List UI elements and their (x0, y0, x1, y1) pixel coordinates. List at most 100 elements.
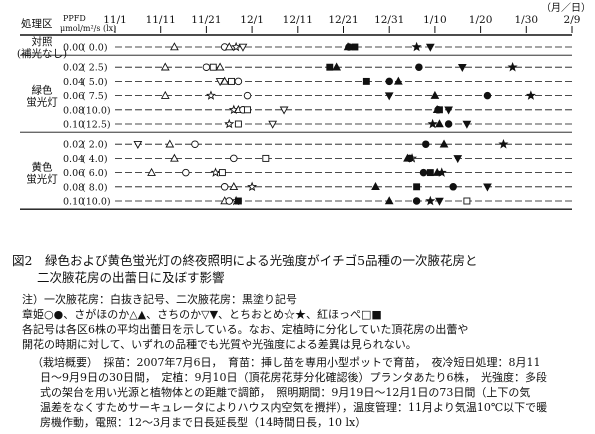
date-tick-label: 1/20 (469, 14, 493, 26)
figure-caption-line1: 図2 緑色および黄色蛍光灯の終夜照明による光強度がイチゴ5品種の一次腋花房と (12, 253, 478, 268)
ppfd-unit: μmol/m²/s (lx) (60, 24, 116, 33)
group-name: 対照 (32, 35, 53, 48)
note-line1: 注）一次腋花房：白抜き記号、二次腋花房：黒塗り記号 (22, 293, 297, 306)
bud-mark (215, 62, 225, 71)
bud-mark (133, 140, 143, 149)
bud-mark (425, 195, 436, 206)
bud-mark (435, 119, 444, 128)
row-lux: ( 2.5) (82, 63, 108, 74)
bud-mark (170, 153, 179, 162)
row-lux: ( 5.0) (82, 77, 108, 88)
date-tick-label: 12/11 (283, 14, 313, 26)
bud-mark (415, 63, 423, 71)
bud-mark (430, 90, 440, 99)
bud-mark (326, 63, 334, 71)
date-tick-label: 2/9 (564, 14, 581, 26)
bud-mark (230, 154, 238, 163)
row-lux: ( 0.0) (82, 43, 108, 54)
bud-mark (224, 118, 235, 129)
outline-line2: 日～9月9日の30日間， 定植：9月10日（頂花房花芽分化確認後）プランタあたり… (40, 371, 547, 384)
date-tick-label: 11/11 (146, 14, 176, 26)
row-lux: ( 6.0) (82, 168, 108, 179)
bud-mark (362, 77, 370, 85)
bud-mark (413, 183, 421, 191)
note-line3: 各記号は各区6株の平均出蕾日を示している。なお、定植時に分化していた頂花房の出蕾… (22, 323, 469, 336)
bud-mark (182, 168, 190, 177)
date-tick-label: 12/31 (374, 14, 404, 26)
bud-mark (425, 43, 435, 52)
row-ppfd: 0.08 (63, 105, 84, 116)
note-line2: 章姫○●、さがほのか△▲、さちのか▽▼、とちおとめ☆★、紅ほっぺ□■ (22, 308, 382, 321)
date-tick-label: 1/10 (423, 14, 447, 26)
bud-mark (243, 91, 252, 100)
bud-mark (345, 43, 353, 51)
date-unit-label: （月／日） (541, 2, 591, 14)
header-label: 処理区 (21, 17, 53, 30)
bud-mark (449, 183, 457, 191)
row-ppfd: 0.04 (63, 77, 84, 88)
bud-mark (238, 43, 248, 52)
bud-mark (403, 153, 412, 162)
group-sub: (補光なし) (17, 47, 67, 60)
group-name: 緑色 (32, 84, 53, 97)
row-lux: ( 7.5) (82, 91, 108, 102)
bud-mark (218, 169, 226, 177)
bud-mark (483, 91, 492, 100)
bud-mark (422, 140, 430, 148)
bud-mark (268, 120, 278, 129)
bud-mark (210, 167, 221, 177)
bud-mark (170, 42, 179, 51)
bud-mark (384, 196, 394, 205)
row-ppfd: 0.02 (63, 63, 84, 74)
bud-mark (191, 140, 199, 148)
row-ppfd: 0.06 (63, 91, 84, 102)
bud-mark (411, 41, 422, 52)
bud-mark (462, 120, 472, 129)
outline-line3: 式の架台を用い光源と植物体との距離で調節， 照明期間：9月19日～12月1日の7… (40, 386, 531, 399)
bud-mark (220, 183, 229, 191)
row-ppfd: 0.10 (63, 197, 84, 208)
bud-mark (234, 197, 242, 205)
bud-mark (371, 182, 380, 191)
date-tick-label: 1/30 (515, 14, 539, 26)
row-ppfd: 0.04 (63, 154, 84, 165)
bud-mark (247, 181, 258, 192)
bud-mark (209, 63, 217, 71)
bud-mark (507, 61, 518, 72)
note-line4: 開花の時期に対して、いずれの品種でも光質や光強度による差異は見られない。 (22, 338, 417, 351)
row-lux: ( 2.0) (82, 140, 108, 151)
bud-mark (434, 106, 442, 114)
bud-mark (262, 154, 270, 162)
bud-mark (205, 90, 216, 100)
bud-mark (444, 120, 453, 128)
row-ppfd: 0.10 (63, 120, 84, 131)
date-tick-label: 11/21 (191, 14, 221, 26)
row-ppfd: 0.06 (63, 168, 84, 179)
bud-mark (419, 168, 428, 177)
group-name: 黄色 (32, 161, 53, 174)
bud-mark (351, 43, 359, 51)
bud-mark (244, 106, 251, 114)
bud-mark (202, 63, 211, 71)
row-lux: (10.0) (82, 105, 111, 116)
bud-mark (457, 63, 467, 72)
bud-mark (332, 62, 342, 71)
bud-mark (234, 120, 242, 128)
group-sub: 蛍光灯 (26, 96, 58, 109)
bud-mark (229, 182, 239, 191)
bud-mark (220, 76, 230, 85)
group-sub: 蛍光灯 (26, 173, 58, 186)
bud-mark (453, 155, 463, 164)
bud-mark (385, 77, 393, 86)
bud-mark (160, 90, 170, 99)
row-lux: ( 4.0) (82, 154, 108, 165)
bud-mark (498, 138, 509, 149)
row-lux: (10.0) (82, 197, 111, 208)
bud-mark (444, 106, 453, 115)
date-tick-label: 12/21 (328, 14, 358, 26)
bud-mark (393, 76, 403, 85)
bud-mark (525, 90, 536, 100)
row-ppfd: 0.02 (63, 140, 84, 151)
bud-mark (165, 139, 175, 148)
